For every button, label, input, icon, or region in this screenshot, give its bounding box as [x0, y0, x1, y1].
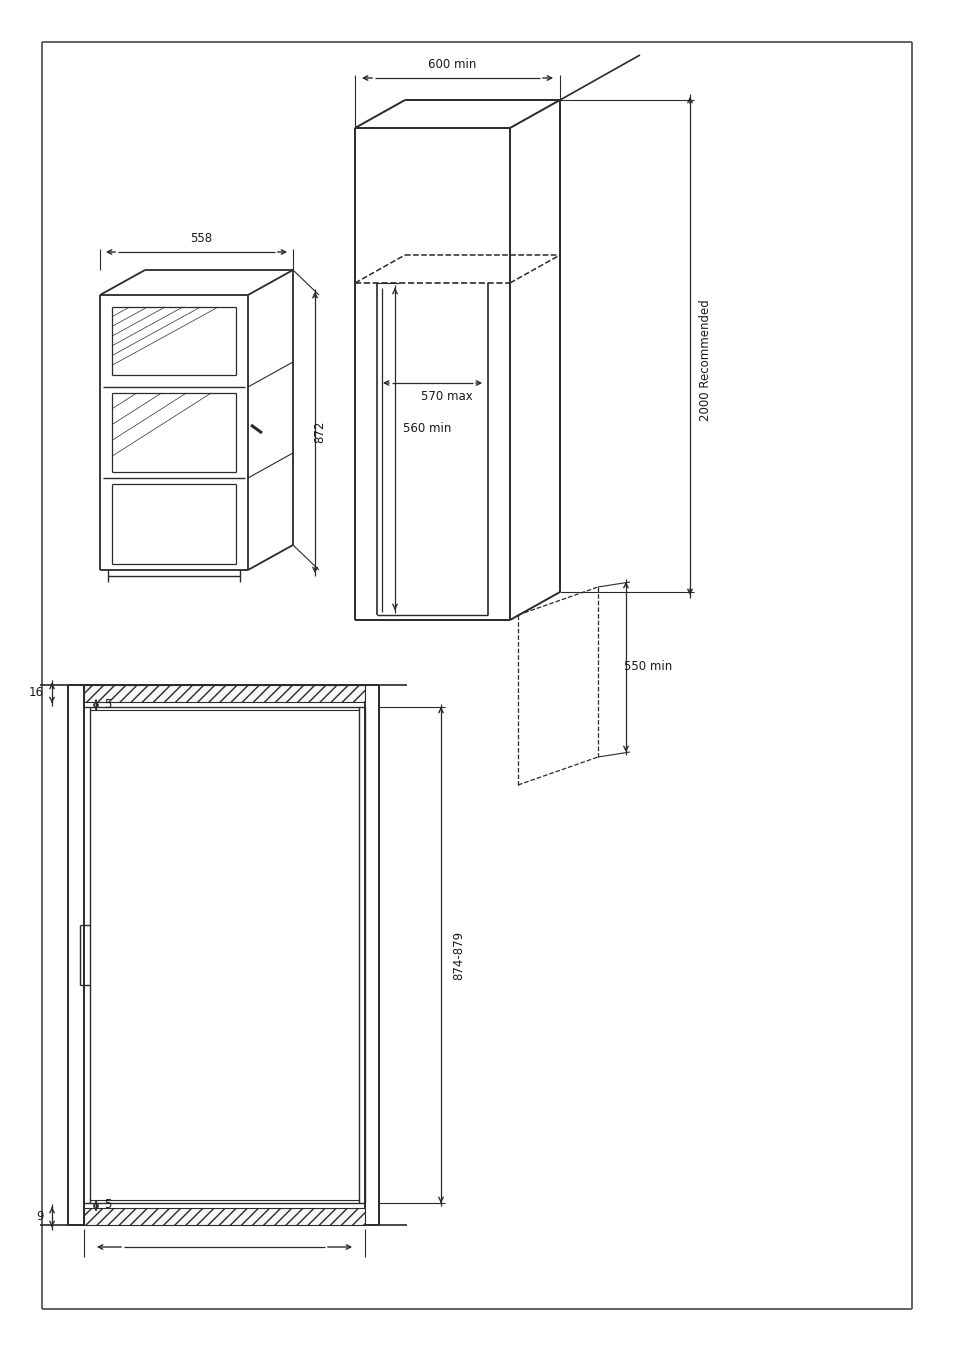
Text: 872: 872: [314, 420, 326, 443]
Text: 550 min: 550 min: [623, 661, 672, 674]
Text: 5: 5: [104, 697, 112, 711]
Text: 560 min: 560 min: [402, 423, 451, 435]
Text: 600 min: 600 min: [427, 58, 476, 72]
Text: 9: 9: [36, 1210, 44, 1224]
Text: 570 max: 570 max: [420, 390, 473, 404]
Text: 558: 558: [190, 232, 212, 246]
Text: 5: 5: [104, 1198, 112, 1212]
Bar: [84, 1208, 365, 1225]
Text: 874-879: 874-879: [452, 931, 465, 979]
Bar: [84, 685, 365, 703]
Text: 2000 Recommended: 2000 Recommended: [699, 299, 712, 422]
Text: 16: 16: [29, 686, 44, 700]
